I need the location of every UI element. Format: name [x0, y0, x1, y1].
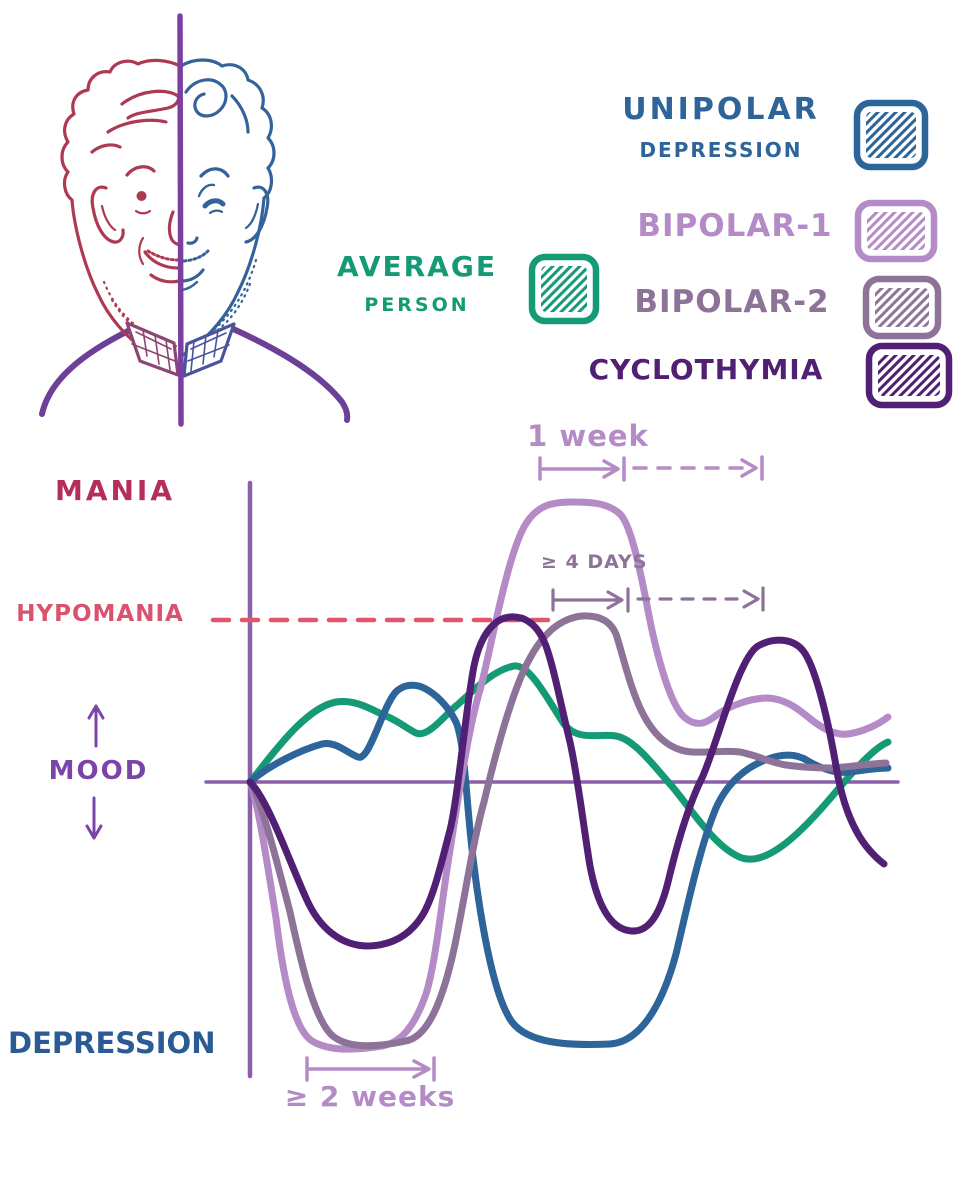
face-left-hairline [90, 143, 122, 154]
left-smile-line [143, 250, 180, 270]
four-days-arrow [551, 586, 765, 613]
legend-bipolar2-label: BIPOLAR-2 [634, 284, 830, 320]
cyclothymia-swatch [865, 342, 953, 409]
left-moustache-stubble [146, 249, 180, 262]
face-right-hair-sweep [230, 94, 250, 134]
unipolar-depression-curve [246, 681, 892, 1049]
two-weeks-arrow [305, 1056, 436, 1082]
right-frown-line [180, 268, 205, 283]
left-shoulder-line [39, 327, 133, 417]
bipolar2-swatch [862, 275, 942, 340]
annotation-one-week: 1 week [527, 419, 649, 453]
collar-right-flap [182, 322, 236, 378]
cyclothymia-curve [246, 613, 888, 950]
right-shoulder-line [228, 325, 351, 423]
left-cheek-crease [138, 236, 145, 266]
axis-label-hypomania: HYPOMANIA [16, 601, 184, 627]
legend-swatches [528, 99, 953, 409]
right-eyebrow [199, 167, 230, 178]
legend-unipolar-label-line2: DEPRESSION [639, 138, 803, 162]
left-ear [90, 185, 125, 244]
face-right-hair-curl [184, 78, 228, 118]
average-person-swatch [528, 253, 600, 325]
collar-right-plaid [187, 329, 230, 372]
right-moustache-stubble [182, 249, 210, 263]
average-person-curve [246, 662, 892, 863]
bipolar2-curve [246, 612, 890, 1050]
left-under-eye-line [134, 209, 152, 215]
shirt-collar [125, 321, 236, 378]
legend-average-person-label-line2: PERSON [364, 294, 470, 316]
unipolar-swatch [853, 99, 929, 171]
left-ear-inner [100, 204, 117, 232]
legend-unipolar-label-line1: UNIPOLAR [622, 92, 820, 127]
shoulders [39, 325, 351, 423]
right-eye [202, 198, 226, 209]
face-right-outline [179, 58, 276, 358]
legend-bipolar1-label: BIPOLAR-1 [637, 208, 833, 244]
collar-left-plaid [131, 329, 176, 371]
left-eyebrow [125, 165, 156, 177]
collar-left-flap [125, 321, 180, 377]
legend-average-person-label-line1: AVERAGE [337, 250, 497, 283]
mood-up-arrow [87, 704, 105, 748]
right-lower-lip [180, 280, 199, 292]
face-left-hair-sweep [106, 118, 168, 134]
right-under-eye-line [208, 209, 224, 215]
right-ear-inner [244, 202, 260, 230]
legend-cyclothymia-label: CYCLOTHYMIA [588, 353, 824, 386]
face-left-outline [60, 58, 182, 366]
axis-label-mood: MOOD [48, 756, 149, 786]
left-lower-lip [149, 273, 181, 284]
annotation-four-days: ≥ 4 DAYS [541, 551, 648, 573]
split-face-illustration [39, 13, 351, 427]
face-divider-line [177, 13, 184, 427]
bipolar1-curve [246, 498, 892, 1053]
right-eyelid [197, 183, 216, 198]
left-eye [136, 191, 147, 201]
mood-down-arrow [85, 796, 103, 840]
face-right-half [179, 58, 276, 358]
one-week-arrow [538, 455, 764, 482]
nose-right-side [186, 236, 199, 245]
face-left-hair-curl [120, 89, 181, 120]
right-ear [244, 185, 270, 244]
face-left-half [60, 58, 183, 366]
right-jaw-stubble-2 [196, 282, 252, 344]
mood-axis-arrows [85, 704, 105, 840]
bipolar1-swatch [854, 199, 938, 263]
axis-label-mania: MANIA [54, 474, 176, 507]
mood-chart [85, 455, 900, 1082]
annotation-two-weeks: ≥ 2 weeks [284, 1080, 456, 1113]
axis-label-depression: DEPRESSION [8, 1026, 216, 1060]
